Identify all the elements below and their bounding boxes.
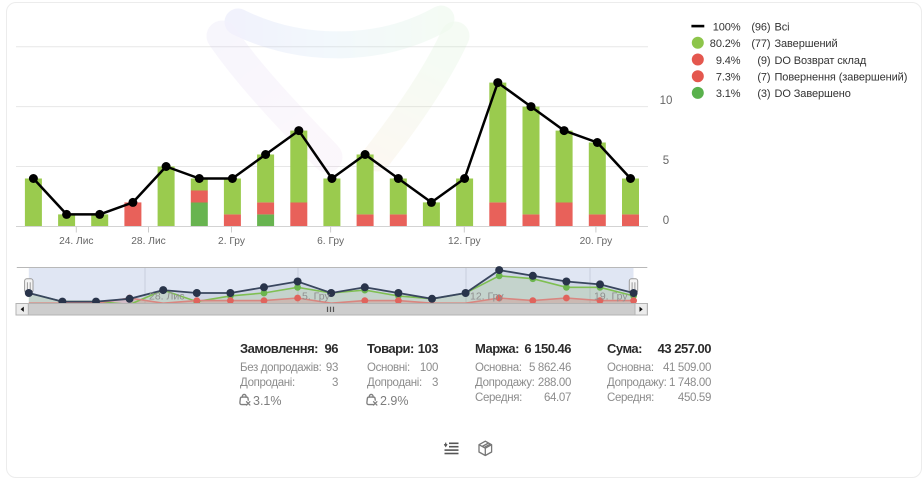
svg-text:(77): (77) [751, 38, 770, 50]
svg-text:(7): (7) [757, 72, 770, 84]
svg-text:12. Гру: 12. Гру [448, 236, 481, 247]
svg-text:5: 5 [663, 155, 669, 167]
svg-text:Повернення (завершений): Повернення (завершений) [775, 72, 908, 84]
svg-text:Всі: Всі [775, 21, 790, 33]
svg-text:DO Завершено: DO Завершено [775, 88, 851, 100]
svg-text:9.4%: 9.4% [716, 55, 741, 67]
svg-text:0: 0 [663, 215, 669, 227]
svg-text:80.2%: 80.2% [710, 38, 741, 50]
svg-text:(3): (3) [757, 88, 770, 100]
svg-text:(9): (9) [757, 55, 770, 67]
svg-text:100%: 100% [713, 21, 741, 33]
svg-text:3.1%: 3.1% [253, 394, 282, 408]
svg-text:6. Гру: 6. Гру [317, 236, 345, 247]
svg-text:19. Гру: 19. Гру [594, 291, 628, 303]
svg-text:28. Лис: 28. Лис [131, 236, 165, 247]
svg-text:20. Гру: 20. Гру [580, 236, 613, 247]
svg-text:12. Гру: 12. Гру [470, 291, 504, 303]
svg-text:7.3%: 7.3% [716, 72, 741, 84]
svg-text:3.1%: 3.1% [716, 88, 741, 100]
svg-text:2. Гру: 2. Гру [218, 236, 246, 247]
svg-text:24. Лис: 24. Лис [59, 236, 93, 247]
svg-text:DO Возврат склад: DO Возврат склад [775, 55, 867, 67]
svg-text:28. Лис: 28. Лис [149, 291, 185, 303]
svg-text:Завершений: Завершений [775, 38, 838, 50]
svg-text:10: 10 [660, 95, 673, 107]
svg-text:(96): (96) [751, 21, 770, 33]
svg-text:2.9%: 2.9% [380, 394, 409, 408]
svg-text:5. Гру: 5. Гру [302, 291, 330, 303]
